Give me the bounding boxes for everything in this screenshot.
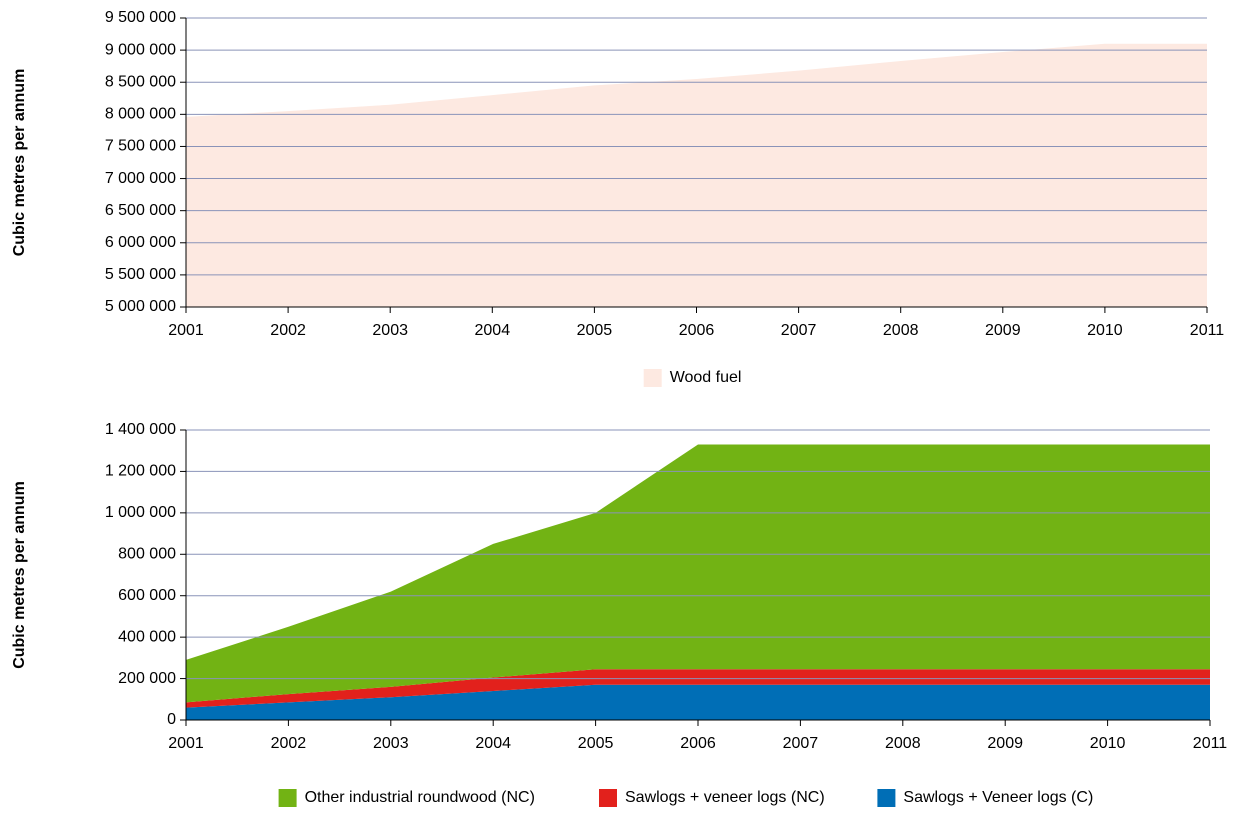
area	[186, 43, 1207, 307]
y-tick-label: 7 000 000	[105, 170, 176, 187]
legend-swatch	[643, 369, 662, 387]
x-tick-label: 2005	[577, 322, 613, 339]
x-tick-label: 2006	[679, 322, 715, 339]
x-tick-label: 2011	[1193, 735, 1228, 752]
legend-label: Other industrial roundwood (NC)	[305, 789, 535, 806]
x-tick-label: 2001	[168, 735, 204, 752]
x-tick-label: 2009	[985, 322, 1021, 339]
y-tick-label: 5 000 000	[105, 298, 176, 315]
legend-label: Wood fuel	[670, 369, 742, 386]
x-tick-label: 2002	[270, 322, 306, 339]
y-tick-label: 1 200 000	[105, 463, 176, 480]
legend-label: Sawlogs + Veneer logs (C)	[903, 789, 1093, 806]
y-tick-label: 200 000	[118, 670, 176, 687]
x-tick-label: 2002	[271, 735, 307, 752]
y-tick-label: 1 400 000	[105, 421, 176, 438]
x-tick-label: 2008	[883, 322, 919, 339]
y-tick-label: 600 000	[118, 587, 176, 604]
legend-label: Sawlogs + veneer logs (NC)	[625, 789, 825, 806]
x-tick-label: 2008	[885, 735, 921, 752]
y-tick-label: 7 500 000	[105, 138, 176, 155]
area	[186, 684, 1210, 720]
y-tick-label: 6 500 000	[105, 202, 176, 219]
x-tick-label: 2007	[783, 735, 819, 752]
x-tick-label: 2010	[1090, 735, 1126, 752]
y-tick-label: 8 000 000	[105, 106, 176, 123]
x-tick-label: 2001	[168, 322, 204, 339]
y-axis-label: Cubic metres per annum	[11, 481, 28, 669]
y-tick-label: 400 000	[118, 628, 176, 645]
x-tick-label: 2003	[372, 322, 408, 339]
legend-swatch	[599, 789, 617, 807]
legend-swatch	[877, 789, 896, 807]
y-tick-label: 6 000 000	[105, 234, 176, 251]
legend-swatch	[278, 789, 297, 807]
area	[186, 444, 1210, 703]
x-tick-label: 2004	[475, 735, 511, 752]
y-tick-label: 800 000	[118, 546, 176, 563]
y-tick-label: 1 000 000	[105, 504, 176, 521]
x-tick-label: 2010	[1087, 322, 1123, 339]
y-tick-label: 0	[167, 711, 176, 728]
x-tick-label: 2007	[781, 322, 817, 339]
y-axis-label: Cubic metres per annum	[11, 69, 28, 257]
y-tick-label: 9 000 000	[105, 41, 176, 58]
x-tick-label: 2004	[475, 322, 511, 339]
y-tick-label: 5 500 000	[105, 266, 176, 283]
x-tick-label: 2005	[578, 735, 614, 752]
x-tick-label: 2006	[680, 735, 716, 752]
y-tick-label: 9 500 000	[105, 9, 176, 26]
x-tick-label: 2003	[373, 735, 409, 752]
y-tick-label: 8 500 000	[105, 73, 176, 90]
x-tick-label: 2009	[987, 735, 1023, 752]
x-tick-label: 2011	[1190, 322, 1225, 339]
